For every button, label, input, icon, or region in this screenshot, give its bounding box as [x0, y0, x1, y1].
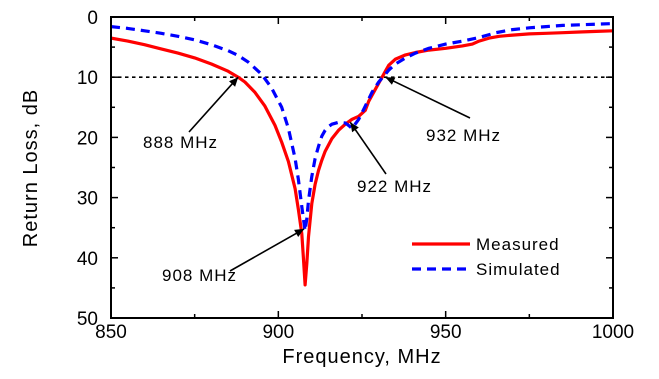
y-tick-label: 10 — [77, 68, 98, 89]
annotation-label: 922 MHz — [357, 177, 432, 196]
annotation-label: 888 MHz — [143, 133, 218, 152]
annotation-arrow — [349, 121, 387, 175]
x-tick-label: 1000 — [592, 322, 634, 343]
series-line-simulated — [111, 22, 613, 233]
x-axis-title: Frequency, MHz — [282, 346, 441, 368]
y-tick-label: 40 — [77, 249, 98, 270]
annotation-label: 932 MHz — [426, 126, 501, 145]
y-axis-title: Return Loss, dB — [20, 89, 42, 247]
annotation-label: 908 MHz — [162, 266, 237, 285]
annotation-arrow — [188, 76, 239, 133]
annotation-arrowhead — [294, 228, 305, 237]
y-tick-label: 30 — [77, 189, 98, 210]
legend-label-simulated: Simulated — [476, 260, 561, 279]
annotation-arrow — [385, 76, 471, 119]
legend-label-measured: Measured — [476, 235, 560, 254]
x-tick-label: 950 — [430, 322, 462, 343]
series-line-measured — [111, 29, 613, 287]
x-tick-label: 850 — [95, 322, 127, 343]
annotation-arrowhead — [229, 77, 239, 87]
annotation-arrow — [229, 228, 305, 272]
annotation-arrowhead — [350, 122, 359, 133]
annotation-arrowhead — [385, 77, 396, 85]
y-tick-label: 50 — [77, 309, 98, 330]
y-tick-label: 20 — [77, 128, 98, 149]
y-tick-label: 0 — [87, 8, 98, 29]
x-tick-label: 900 — [262, 322, 294, 343]
